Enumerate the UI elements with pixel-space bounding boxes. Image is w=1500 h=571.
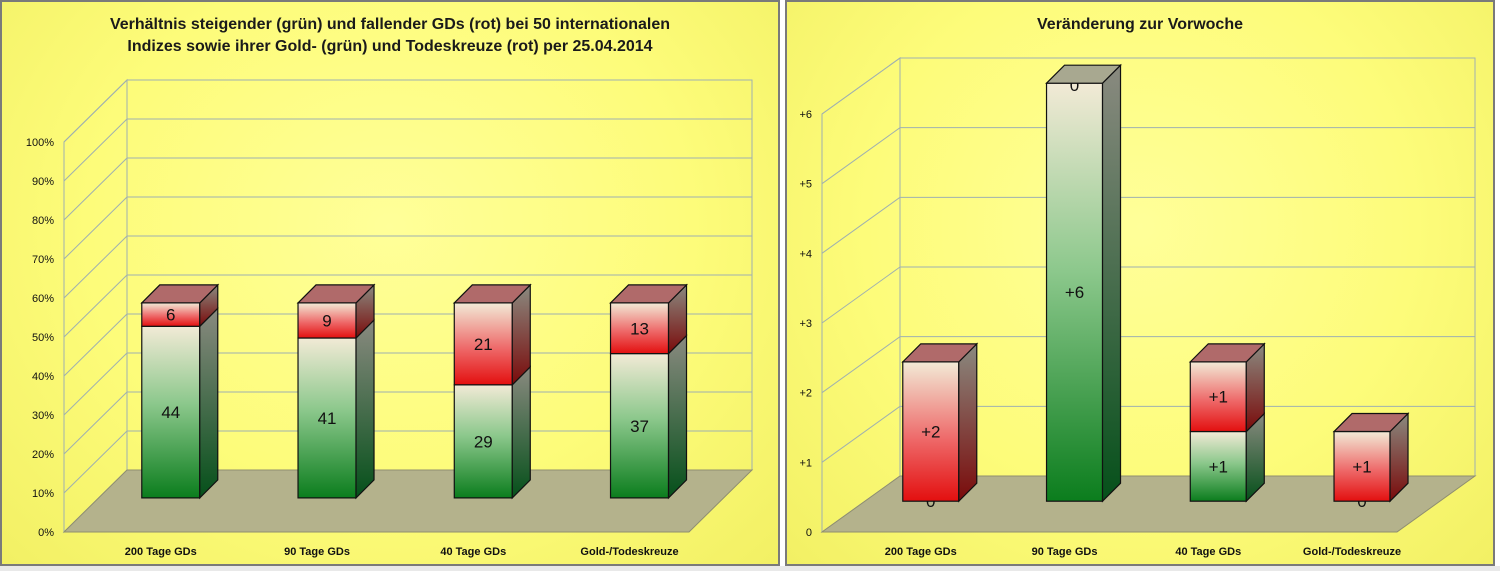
grid-line-side <box>63 391 128 455</box>
y-tick-label: 0% <box>38 527 54 539</box>
grid-line-side <box>63 352 128 416</box>
bar-top <box>1332 412 1410 433</box>
x-category-label: 90 Tage GDs <box>1032 546 1098 558</box>
x-category-label: 40 Tage GDs <box>440 546 506 558</box>
bar-top <box>296 284 376 304</box>
data-label: 6 <box>166 306 175 325</box>
y-tick-label: 100% <box>26 137 54 149</box>
y-tick-label: 90% <box>32 176 54 188</box>
bar-top <box>1188 343 1266 363</box>
grid-line-side <box>821 57 901 115</box>
x-category-label: Gold-/Todeskreuze <box>580 546 678 558</box>
grid-line-side <box>63 313 128 377</box>
x-category-label: Gold-/Todeskreuze <box>1303 546 1401 558</box>
green-bar-segment <box>609 353 670 499</box>
chart-floor <box>62 469 754 533</box>
data-label: 37 <box>630 417 649 436</box>
data-label: 9 <box>322 311 331 330</box>
y-tick-label: 60% <box>32 293 54 305</box>
bar-top <box>901 343 979 363</box>
right-chart-panel: Veränderung zur Vorwoche 0 +1 +2 +3 +4 +5 +6 0 +… <box>785 0 1495 566</box>
grid-line-side <box>821 266 901 324</box>
x-category-label: 200 Tage GDs <box>125 546 197 558</box>
y-tick-label: +6 <box>799 109 812 121</box>
grid-line-side <box>63 118 128 182</box>
grid-line-side <box>63 196 128 260</box>
y-tick-label: +1 <box>799 457 812 469</box>
y-tick-label: 10% <box>32 488 54 500</box>
y-tick-label: +2 <box>799 388 812 400</box>
data-label: 21 <box>474 335 493 354</box>
x-category-label: 90 Tage GDs <box>284 546 350 558</box>
bar-top <box>609 284 688 304</box>
left-chart-svg: 0% 10% 20% 30% 40% 50% 60% 70% 80% 90% 100% 44 6 200 … <box>26 78 754 558</box>
right-chart-title: Veränderung zur Vorwoche <box>1037 16 1243 33</box>
y-tick-label: 30% <box>32 410 54 422</box>
data-label: 13 <box>630 319 649 338</box>
grid-line-side <box>63 79 128 143</box>
chart-floor <box>820 475 1477 533</box>
x-category-label: 40 Tage GDs <box>1175 546 1241 558</box>
grid-line-side <box>821 196 901 254</box>
data-label: +6 <box>1065 283 1084 302</box>
grid-line-side <box>63 430 128 494</box>
grid-line-side <box>63 235 128 299</box>
grid-line-side <box>821 336 901 394</box>
grid-line-side <box>63 274 128 338</box>
y-tick-label: 70% <box>32 254 54 266</box>
data-label: 41 <box>318 409 337 428</box>
red-bar-segment <box>609 302 670 355</box>
y-tick-label: +5 <box>799 179 812 191</box>
left-chart-title-line-2: Indizes sowie ihrer Gold- (grün) und Tod… <box>127 38 653 55</box>
x-category-label: 200 Tage GDs <box>885 546 957 558</box>
bar-top <box>452 284 532 304</box>
grid-line-side <box>63 157 128 221</box>
data-label: 44 <box>161 403 180 422</box>
bar-top <box>140 284 220 304</box>
y-tick-label: +3 <box>799 318 812 330</box>
data-label: +1 <box>1209 457 1228 476</box>
red-bar-segment-side <box>958 342 978 503</box>
bar-top <box>1045 64 1122 84</box>
y-tick-label: 40% <box>32 371 54 383</box>
left-chart-panel: Verhältnis steigender (grün) und fallend… <box>0 0 780 566</box>
grid-line-side <box>821 405 901 463</box>
y-tick-label: 50% <box>32 332 54 344</box>
data-label: 29 <box>474 432 493 451</box>
red-bar-segment <box>1189 361 1247 433</box>
red-bar-segment <box>1333 430 1391 502</box>
green-bar-segment-side <box>511 365 531 500</box>
red-bar-segment <box>902 361 960 502</box>
green-bar-segment <box>297 337 357 499</box>
y-tick-label: 20% <box>32 449 54 461</box>
green-bar-segment-side <box>1101 63 1122 503</box>
data-label: +2 <box>921 423 940 442</box>
green-bar-segment <box>453 384 513 499</box>
data-label: +1 <box>1209 388 1228 407</box>
left-chart-title: Verhältnis steigender (grün) und fallend… <box>2 14 778 58</box>
footer-strip <box>0 566 1500 571</box>
green-bar-segment-side <box>667 334 688 500</box>
y-tick-label: 0 <box>806 527 812 539</box>
data-label: +1 <box>1352 457 1371 476</box>
green-bar-segment-side <box>199 306 219 500</box>
grid-line-side <box>821 127 901 185</box>
data-label: 0 <box>1070 76 1079 95</box>
green-bar-segment-side <box>355 318 375 500</box>
y-tick-label: +4 <box>799 248 812 260</box>
left-chart-title-line-1: Verhältnis steigender (grün) und fallend… <box>109 16 671 33</box>
green-bar-segment <box>1045 82 1104 502</box>
y-tick-label: 80% <box>32 215 54 227</box>
